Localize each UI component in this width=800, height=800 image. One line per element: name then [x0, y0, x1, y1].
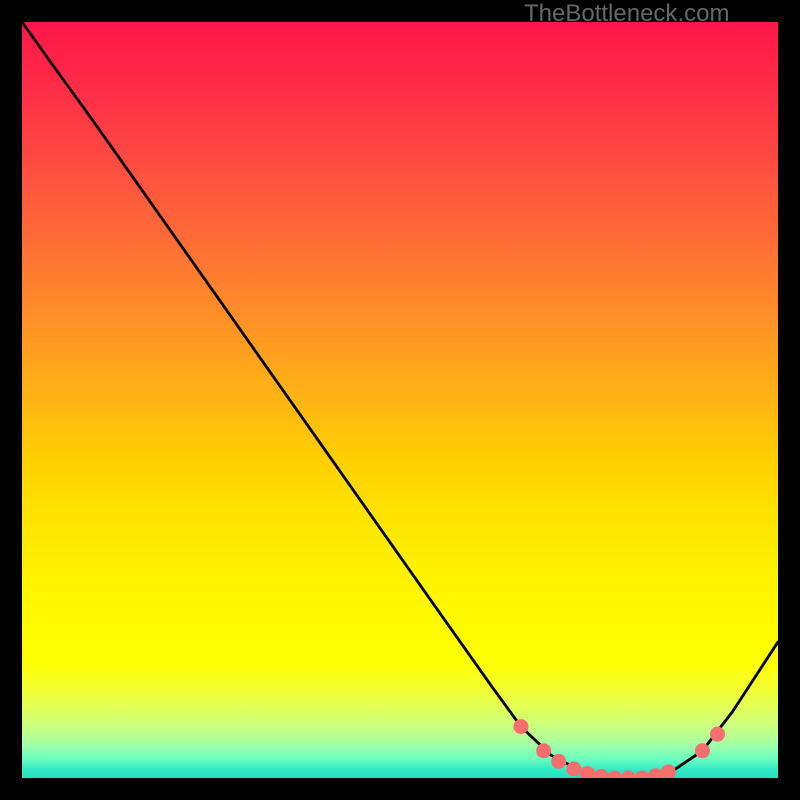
data-marker: [566, 761, 581, 776]
chart-container: [22, 22, 778, 778]
data-marker: [513, 719, 528, 734]
data-marker: [551, 754, 566, 769]
data-marker: [634, 771, 649, 779]
data-marker: [661, 764, 676, 778]
data-marker: [607, 771, 622, 779]
data-marker: [594, 769, 609, 778]
watermark-label: TheBottleneck.com: [524, 0, 729, 28]
data-marker: [648, 768, 663, 778]
data-marker: [695, 743, 710, 758]
data-marker: [536, 743, 551, 758]
data-marker: [580, 766, 595, 778]
marker-group: [513, 719, 725, 778]
data-marker: [710, 727, 725, 742]
chart-svg: [22, 22, 778, 778]
bottleneck-curve: [22, 22, 778, 778]
data-marker: [621, 771, 636, 779]
